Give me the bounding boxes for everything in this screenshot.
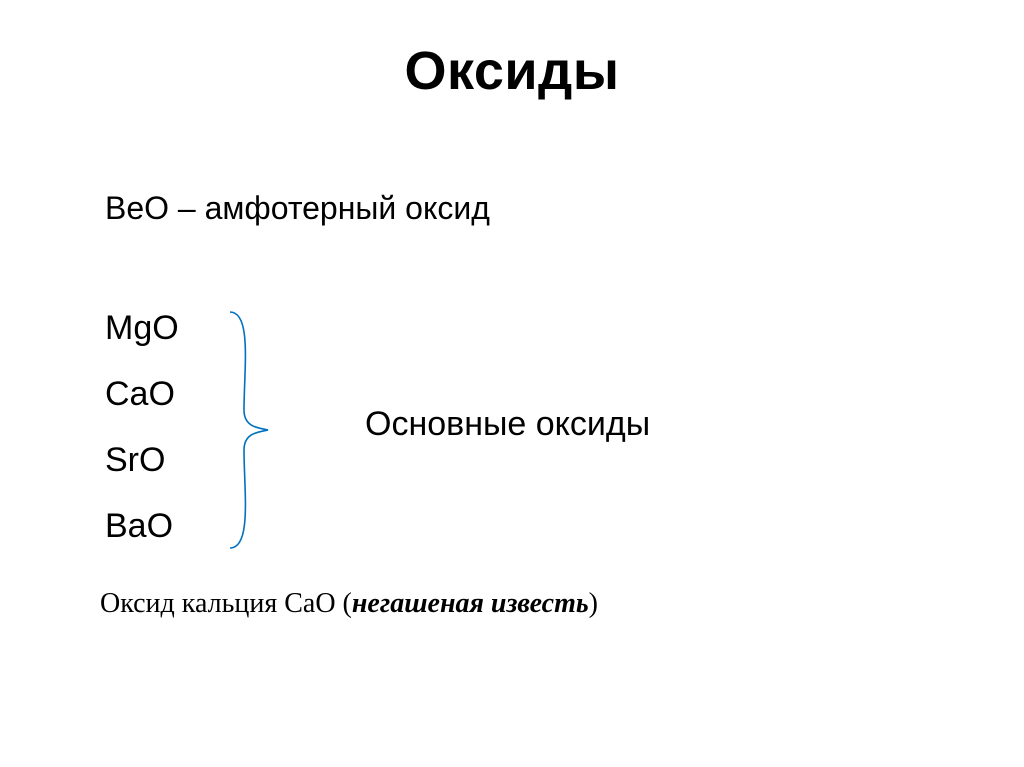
oxide-item: SrO: [105, 427, 179, 493]
slide-title: Оксиды: [0, 40, 1024, 102]
oxide-item: BaO: [105, 493, 179, 559]
oxide-item: MgO: [105, 295, 179, 361]
footnote-italic: негашеная известь: [352, 588, 589, 619]
footnote-suffix: ): [589, 588, 598, 619]
slide: Оксиды BeO – амфотерный оксид MgO CaO Sr…: [0, 0, 1024, 767]
oxide-item: CaO: [105, 361, 179, 427]
brace-icon: [220, 310, 280, 550]
brace-path: [230, 312, 268, 548]
basic-oxides-label: Основные оксиды: [365, 405, 650, 444]
footnote: Оксид кальция CaO (негашеная известь): [100, 585, 598, 623]
beo-line: BeO – амфотерный оксид: [105, 190, 490, 227]
oxide-list: MgO CaO SrO BaO: [105, 295, 179, 559]
footnote-prefix: Оксид кальция CaO (: [100, 588, 352, 619]
